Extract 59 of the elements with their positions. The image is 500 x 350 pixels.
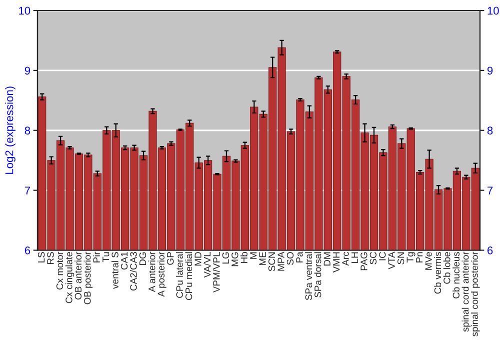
y-axis-title: Log2 (expression) bbox=[5, 86, 16, 174]
x-tick-label: ventral S bbox=[111, 252, 118, 289]
y2-tick-label: 10 bbox=[488, 6, 499, 15]
x-tick-label: Cb nucleus bbox=[452, 252, 460, 298]
x-tick-label: OB anterior bbox=[74, 252, 82, 300]
x-tick-label: Hb bbox=[240, 252, 248, 263]
y-tick-label: 6 bbox=[24, 246, 30, 254]
x-tick-label: MD bbox=[194, 252, 202, 266]
x-tick-label: Cx motor bbox=[56, 252, 64, 290]
x-tick-label: CPu medial bbox=[185, 252, 192, 300]
x-tick-label: Arc bbox=[342, 252, 349, 266]
x-tick-label: Cx cingulate bbox=[65, 252, 74, 304]
x-tick-label: A anterior bbox=[148, 252, 156, 292]
x-tick-label: ME bbox=[259, 252, 266, 266]
x-tick-label: MVe bbox=[425, 252, 432, 270]
x-tick-label: VMH bbox=[333, 252, 340, 273]
x-tick-label: M bbox=[250, 252, 257, 259]
x-tick-label: VA/VL bbox=[204, 252, 211, 278]
y2-tick-label: 9 bbox=[487, 66, 493, 75]
x-tick-label: CA1 bbox=[120, 252, 128, 270]
x-tick-label: Pa bbox=[296, 252, 303, 262]
x-tick-label: spinal cord posterior bbox=[470, 252, 480, 336]
x-tick-label: VPM/VPL bbox=[212, 252, 220, 293]
x-tick-label: SC bbox=[370, 252, 377, 264]
y-tick-label: 7 bbox=[24, 186, 30, 194]
x-tick-label: LS bbox=[38, 252, 45, 262]
y-tick-label: 10 bbox=[19, 6, 30, 15]
x-tick-label: LG bbox=[222, 252, 230, 264]
x-tick-label: CA2/CA3 bbox=[130, 252, 137, 291]
y2-tick-label: 8 bbox=[487, 126, 493, 135]
x-tick-label: IC bbox=[379, 252, 386, 260]
x-tick-label: Tu bbox=[102, 252, 110, 262]
x-tick-label: Pn bbox=[416, 252, 423, 262]
x-tick-label: GP bbox=[167, 252, 174, 265]
x-tick-label: OB posterior bbox=[84, 252, 93, 304]
y2-tick-label: 6 bbox=[488, 246, 493, 254]
x-tick-label: A posterior bbox=[158, 252, 166, 297]
x-tick-label: SCN bbox=[268, 252, 276, 272]
x-tick-label: PAG bbox=[360, 252, 368, 270]
x-tick-label: RS bbox=[47, 252, 54, 264]
x-tick-label: SPa dorsal bbox=[314, 252, 322, 298]
x-tick-label: Pir bbox=[93, 252, 100, 262]
y-tick-label: 8 bbox=[24, 126, 30, 135]
x-tick-label: VTA bbox=[388, 252, 395, 270]
x-tick-label: SN bbox=[397, 252, 404, 264]
x-tick-label: CPu lateral bbox=[176, 252, 183, 298]
x-tick-label: MG bbox=[232, 252, 238, 266]
x-tick-label: SPa ventral bbox=[305, 252, 312, 300]
x-tick-label: Tg bbox=[406, 252, 416, 262]
x-tick-label: LH bbox=[351, 252, 358, 263]
x-tick-label: SO bbox=[286, 252, 294, 265]
x-tick-label: MPA bbox=[278, 252, 284, 271]
x-tick-label: DM bbox=[324, 252, 330, 266]
x-tick-label: spinal cord anterior bbox=[462, 252, 471, 332]
y-tick-label: 9 bbox=[24, 66, 30, 75]
y2-tick-label: 7 bbox=[488, 186, 493, 194]
x-tick-label: Cb vermis bbox=[434, 252, 442, 294]
x-tick-label: Cb lobe bbox=[443, 252, 450, 284]
x-tick-label: DG bbox=[139, 252, 146, 266]
